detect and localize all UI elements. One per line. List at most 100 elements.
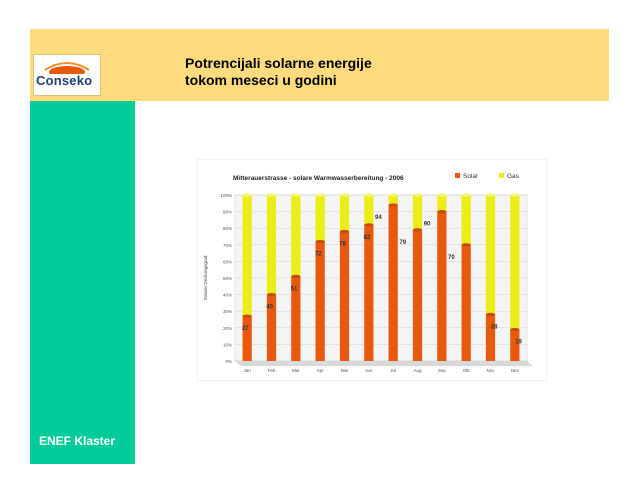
chart: Mitterauerstrasse - solare Warmwasserber… (197, 159, 547, 381)
gas-bar (339, 195, 350, 232)
x-tick-label: Aug (413, 368, 422, 373)
solar-bar-cap (412, 228, 423, 232)
solar-bar-cap (266, 293, 277, 297)
y-tick-label: 90% (223, 210, 232, 215)
legend-label: Solar (463, 173, 479, 180)
data-label: 70 (448, 255, 455, 261)
solar-bar (291, 276, 301, 361)
data-label: 19 (515, 339, 522, 345)
solar-bar-cap (461, 243, 471, 247)
solar-bar (266, 294, 277, 361)
solar-bar (510, 329, 520, 361)
gas-bar (315, 195, 325, 242)
solar-bar (485, 314, 496, 361)
title-line-2: tokom meseci u godini (185, 72, 337, 88)
gas-bar-cap (242, 193, 252, 197)
data-label: 78 (339, 242, 346, 248)
chart-svg: Mitterauerstrasse - solare Warmwasserber… (197, 159, 547, 381)
title-line-1: Potrencijali solarne energije (185, 55, 372, 71)
logo-text: Conseko (36, 73, 93, 88)
y-tick-label: 20% (223, 326, 232, 331)
x-tick-label: Mar (292, 368, 300, 373)
solar-bar (388, 204, 398, 361)
gas-bar-cap (388, 193, 398, 197)
gas-bar (266, 195, 277, 295)
solar-bar-cap (339, 229, 350, 234)
solar-bar-cap (291, 274, 301, 278)
data-label: 40 (266, 305, 273, 311)
plot-floor (235, 361, 533, 366)
x-tick-label: Jun (365, 368, 373, 373)
solar-bar (242, 316, 252, 361)
solar-bar-cap (388, 203, 398, 207)
gas-bar-cap (364, 193, 374, 197)
data-label: 51 (291, 286, 298, 292)
y-tick-label: 10% (223, 342, 232, 347)
page-title: Potrencijali solarne energije tokom mese… (185, 55, 372, 89)
sun-logo-icon (44, 62, 90, 74)
plot-area: 0% 10% 20% 30% 40% 50% 60% 70% 80% 90% 100% Solarer… (203, 193, 533, 373)
x-tick-label: Dez (511, 368, 520, 373)
solar-bar-cap (242, 314, 252, 318)
data-label: 79 (399, 240, 406, 246)
gas-bar (510, 195, 520, 330)
logo: Conseko (33, 54, 101, 96)
y-tick-label: 50% (223, 276, 232, 281)
solar-bar (315, 241, 325, 361)
y-tick-label: 30% (223, 309, 232, 314)
data-label: 90 (424, 222, 431, 228)
solar-bar-cap (315, 239, 325, 244)
x-tick-label: Nov (486, 368, 495, 373)
gas-bar (437, 195, 447, 212)
solar-bar-cap (510, 327, 520, 332)
y-axis-label: Solarer Deckungsgrad (203, 255, 208, 300)
data-label: 28 (491, 325, 498, 331)
gas-bar (461, 195, 471, 245)
gas-bar-cap (461, 193, 471, 197)
gas-bar (242, 195, 252, 317)
header-band (30, 29, 609, 101)
chart-title: Mitterauerstrasse - solare Warmwasserber… (233, 175, 404, 182)
gas-bar-cap (510, 193, 520, 197)
solar-bar-cap (437, 210, 447, 214)
y-tick-label: 100% (220, 193, 232, 198)
gas-bar-cap (339, 193, 350, 197)
gas-bar (412, 195, 423, 230)
solar-bar (339, 231, 350, 361)
gas-bar-cap (291, 193, 301, 197)
gas-bar-cap (485, 193, 496, 197)
x-tick-label: Mai (341, 368, 348, 373)
x-tick-label: Okt (463, 368, 471, 373)
legend-swatch (455, 173, 460, 178)
data-label: 94 (375, 215, 382, 221)
y-tick-label: 60% (223, 259, 232, 264)
legend-swatch (499, 173, 504, 178)
data-label: 72 (315, 251, 322, 257)
gas-bar (388, 195, 398, 205)
solar-bar (437, 211, 447, 361)
data-label: 27 (242, 326, 249, 332)
y-tick-label: 0% (225, 359, 232, 364)
x-tick-label: Jul (390, 368, 396, 373)
x-tick-label: Feb (268, 368, 276, 373)
x-tick-label: Sep (438, 368, 447, 373)
solar-bar (461, 244, 471, 361)
y-tick-label: 40% (223, 293, 232, 298)
x-tick-label: Jan (244, 368, 252, 373)
sidebar-band (30, 101, 135, 464)
x-tick-label: Apr (317, 368, 325, 373)
data-label: 82 (364, 235, 371, 241)
y-tick-label: 70% (223, 243, 232, 248)
gas-bar-cap (266, 193, 277, 197)
gas-bar (485, 195, 496, 315)
solar-bar-cap (485, 312, 496, 317)
gas-bar-cap (412, 193, 423, 197)
gas-bar (291, 195, 301, 277)
legend-label: Gas (507, 173, 520, 180)
y-tick-label: 80% (223, 226, 232, 231)
footer-label: ENEF Klaster (39, 434, 116, 448)
gas-bar (364, 195, 374, 225)
chart-legend: Solar Gas (455, 173, 520, 180)
solar-bar (364, 224, 374, 361)
solar-bar-cap (364, 223, 374, 227)
